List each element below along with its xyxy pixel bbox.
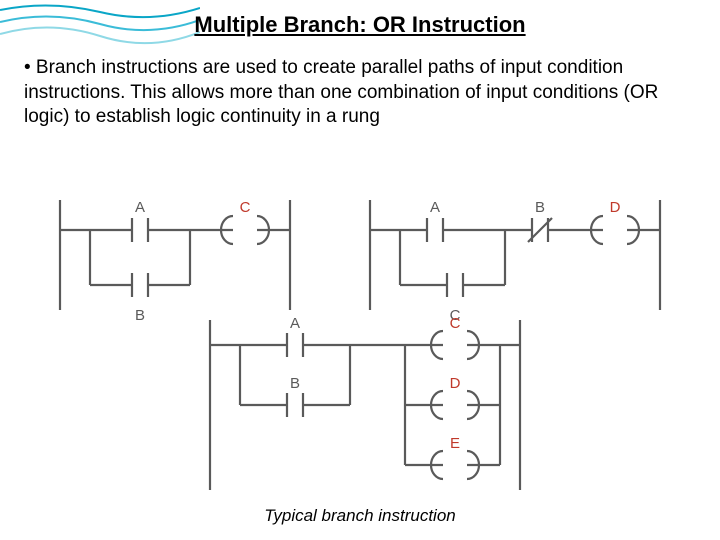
ladder-diagram-1: A B C xyxy=(50,190,310,330)
label-a2: A xyxy=(430,199,440,216)
label-b2: B xyxy=(535,199,545,216)
label-c3: C xyxy=(450,315,461,332)
label-d3: D xyxy=(450,375,461,392)
label-a3: A xyxy=(290,315,300,332)
caption: Typical branch instruction xyxy=(0,506,720,526)
slide-title: Multiple Branch: OR Instruction xyxy=(0,12,720,38)
label-c: C xyxy=(240,199,251,216)
label-d2: D xyxy=(610,199,621,216)
label-e3: E xyxy=(450,435,460,452)
slide: Multiple Branch: OR Instruction • Branch… xyxy=(0,0,720,540)
ladder-diagram-3: A B C D E xyxy=(200,310,540,510)
body-text: • Branch instructions are used to create… xyxy=(24,56,696,130)
label-b: B xyxy=(135,307,145,324)
ladder-diagram-2: A B C D xyxy=(360,190,680,330)
label-b3: B xyxy=(290,375,300,392)
label-a: A xyxy=(135,199,145,216)
diagrams-area: A B C xyxy=(40,190,680,500)
